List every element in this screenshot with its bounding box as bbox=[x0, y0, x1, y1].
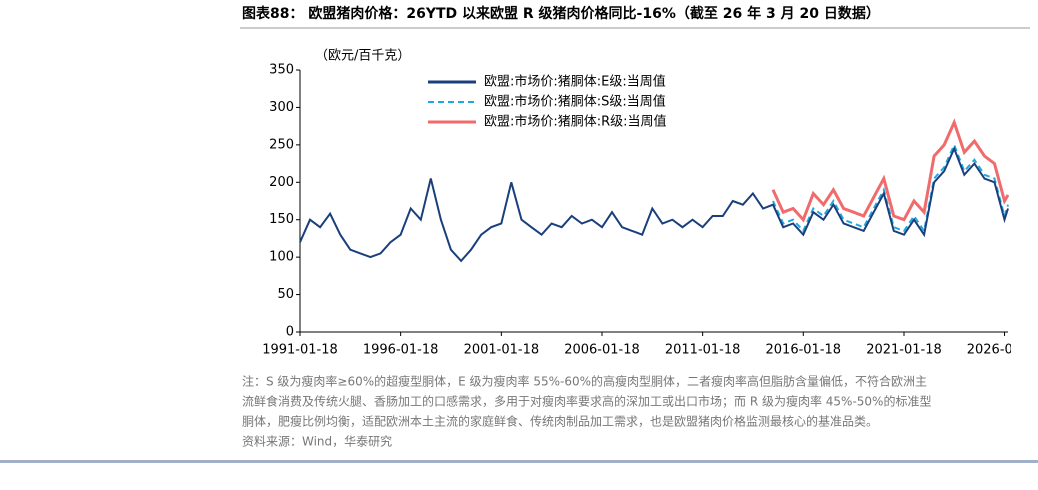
legend-label: 欧盟:市场价:猪胴体:E级:当周值 bbox=[484, 74, 666, 90]
y-tick-label: 100 bbox=[269, 250, 294, 265]
footer-rule bbox=[0, 460, 1038, 463]
x-tick-label: 2026-01-16 bbox=[967, 343, 1038, 358]
legend-label: 欧盟:市场价:猪胴体:R级:当周值 bbox=[484, 114, 667, 130]
note: 注：S 级为瘦肉率≥60%的超瘦型胴体，E 级为瘦肉率 55%-60%的高瘦肉型… bbox=[242, 374, 927, 389]
y-tick-label: 300 bbox=[269, 100, 294, 115]
y-tick-label: 200 bbox=[269, 175, 294, 190]
chart-title: 图表88： 欧盟猪肉价格：26YTD 以来欧盟 R 级猪肉价格同比-16%（截至… bbox=[242, 5, 880, 22]
legend-label: 欧盟:市场价:猪胴体:S级:当周值 bbox=[484, 94, 666, 110]
source: 资料来源：Wind，华泰研究 bbox=[242, 434, 392, 449]
x-tick-label: 1991-01-18 bbox=[262, 343, 338, 358]
y-tick-label: 0 bbox=[286, 325, 294, 340]
series-line bbox=[771, 118, 1010, 223]
x-tick-label: 2006-01-18 bbox=[564, 343, 640, 358]
x-labels: 1991-01-18 1996-01-18 2001-01-18 2006-01-18… bbox=[262, 343, 1038, 358]
y-tick-label: 50 bbox=[277, 287, 294, 302]
y-tick-label: 150 bbox=[269, 212, 294, 227]
y-tick-label: 350 bbox=[269, 63, 294, 78]
x-tick-label: 1996-01-18 bbox=[363, 343, 439, 358]
x-tick-label: 2011-01-18 bbox=[665, 343, 741, 358]
series-line bbox=[772, 142, 1009, 234]
y-tick-label: 250 bbox=[269, 137, 294, 152]
x-tick-label: 2021-01-18 bbox=[866, 343, 942, 358]
note: 流鲜食消费及传统火腿、香肠加工的口感需求，多用于对瘦肉率要求高的深加工或出口市场… bbox=[242, 394, 931, 409]
series-line bbox=[299, 145, 1009, 263]
y-axis-label: （欧元/百千克） bbox=[315, 49, 410, 64]
note: 胴体，肥瘦比例均衡，适配欧洲本土主流的家庭鲜食、传统肉制品加工需求，也是欧盟猪肉… bbox=[242, 414, 878, 429]
x-tick-label: 2016-01-18 bbox=[766, 343, 842, 358]
x-tick-label: 2001-01-18 bbox=[464, 343, 540, 358]
